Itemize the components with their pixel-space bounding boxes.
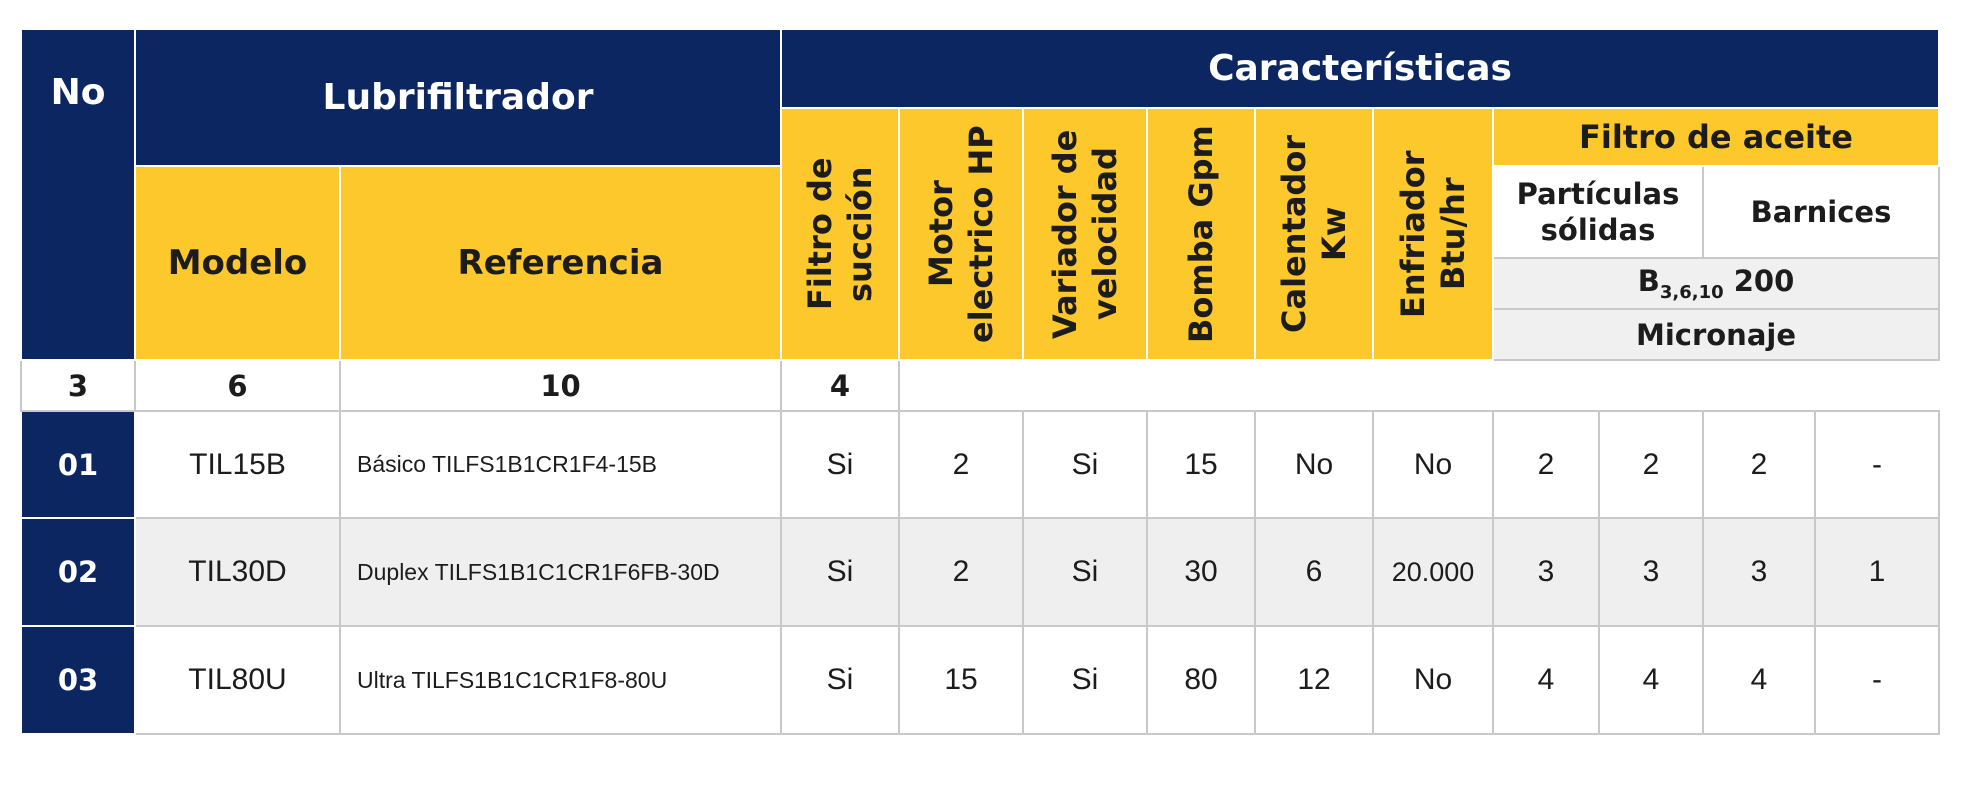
calentador-cell: 12 [1254, 625, 1374, 735]
calentador-cell: 6 [1254, 517, 1374, 627]
micron-6-header: 6 [134, 359, 341, 412]
micron-4-cell: - [1814, 410, 1940, 519]
variador-cell: Si [1022, 410, 1148, 519]
beta-base: B [1637, 264, 1660, 299]
succion-cell: Si [780, 410, 900, 519]
bomba-header: Bomba Gpm [1146, 107, 1256, 361]
micron-4-cell: 1 [1814, 517, 1940, 627]
enfriador-header: Enfriador Btu/hr [1372, 107, 1494, 361]
motor-label: Motor electrico HP [922, 125, 1000, 343]
variador-label: Variador de velocidad [1046, 129, 1124, 339]
filtro-succion-label: Filtro de succión [801, 157, 879, 311]
micron-3-cell: 2 [1492, 410, 1600, 519]
beta-value: 200 [1723, 264, 1795, 299]
lubrifiltrador-header: Lubrifiltrador [134, 28, 782, 167]
micron-6-cell: 2 [1598, 410, 1704, 519]
micron-6-cell: 3 [1598, 517, 1704, 627]
motor-cell: 2 [898, 410, 1024, 519]
bomba-label: Bomba Gpm [1182, 125, 1220, 343]
enfriador-cell: No [1372, 410, 1494, 519]
modelo-cell: TIL30D [134, 517, 341, 627]
motor-cell: 2 [898, 517, 1024, 627]
referencia-cell: Ultra TILFS1B1C1CR1F8-80U [339, 625, 782, 735]
spec-table: No Lubrifiltrador Características Filtro… [20, 28, 1940, 735]
micron-10-cell: 2 [1702, 410, 1816, 519]
micron-10-header: 10 [339, 359, 782, 412]
table-row: 01 TIL15B Básico TILFS1B1CR1F4-15B Si 2 … [20, 410, 1940, 519]
micron-3-cell: 4 [1492, 625, 1600, 735]
table-row: 03 TIL80U Ultra TILFS1B1C1CR1F8-80U Si 1… [20, 625, 1940, 735]
barnices-header: Barnices [1702, 165, 1940, 259]
spec-table-container: No Lubrifiltrador Características Filtro… [20, 28, 1940, 735]
variador-cell: Si [1022, 625, 1148, 735]
row-number: 03 [20, 625, 136, 735]
filtro-aceite-header: Filtro de aceite [1492, 107, 1940, 167]
particulas-header: Partículas sólidas [1492, 165, 1704, 259]
micronaje-header: Micronaje [1492, 308, 1940, 361]
modelo-cell: TIL15B [134, 410, 341, 519]
no-header: No [20, 28, 136, 361]
bomba-cell: 30 [1146, 517, 1256, 627]
calentador-label: Calentador Kw [1275, 134, 1353, 334]
referencia-header: Referencia [339, 165, 782, 361]
calentador-cell: No [1254, 410, 1374, 519]
variador-cell: Si [1022, 517, 1148, 627]
motor-cell: 15 [898, 625, 1024, 735]
micron-10-cell: 4 [1702, 625, 1816, 735]
micron-3-cell: 3 [1492, 517, 1600, 627]
succion-cell: Si [780, 517, 900, 627]
filtro-succion-header: Filtro de succión [780, 107, 900, 361]
row-number: 01 [20, 410, 136, 519]
enfriador-label: Enfriador Btu/hr [1394, 150, 1472, 318]
micron-3-header: 3 [20, 359, 136, 412]
beta-ratio-header: B3,6,10 200 [1492, 257, 1940, 310]
succion-cell: Si [780, 625, 900, 735]
calentador-header: Calentador Kw [1254, 107, 1374, 361]
modelo-cell: TIL80U [134, 625, 341, 735]
beta-subscript: 3,6,10 [1659, 281, 1724, 303]
modelo-header: Modelo [134, 165, 341, 361]
enfriador-cell: No [1372, 625, 1494, 735]
enfriador-cell: 20.000 [1372, 517, 1494, 627]
caracteristicas-header: Características [780, 28, 1940, 109]
variador-header: Variador de velocidad [1022, 107, 1148, 361]
table-row: 02 TIL30D Duplex TILFS1B1C1CR1F6FB-30D S… [20, 517, 1940, 627]
row-number: 02 [20, 517, 136, 627]
micron-4-header: 4 [780, 359, 900, 412]
bomba-cell: 80 [1146, 625, 1256, 735]
micron-6-cell: 4 [1598, 625, 1704, 735]
micron-10-cell: 3 [1702, 517, 1816, 627]
bomba-cell: 15 [1146, 410, 1256, 519]
motor-header: Motor electrico HP [898, 107, 1024, 361]
micron-4-cell: - [1814, 625, 1940, 735]
referencia-cell: Básico TILFS1B1CR1F4-15B [339, 410, 782, 519]
referencia-cell: Duplex TILFS1B1C1CR1F6FB-30D [339, 517, 782, 627]
